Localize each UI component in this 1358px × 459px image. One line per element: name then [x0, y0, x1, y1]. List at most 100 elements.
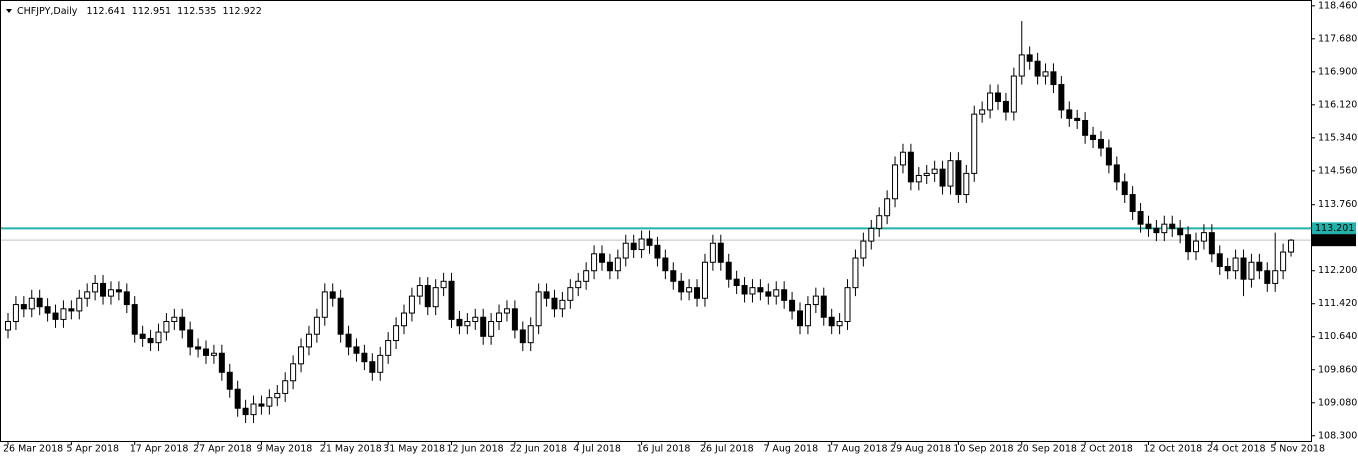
- candle-body: [274, 392, 281, 399]
- candle-body: [480, 316, 487, 337]
- x-tick-label: 5 Nov 2018: [1270, 444, 1325, 455]
- candle-body: [860, 240, 867, 259]
- menu-arrow[interactable]: [6, 9, 12, 13]
- x-tick-label: 24 Oct 2018: [1207, 444, 1266, 455]
- x-tick-label: 27 Apr 2018: [193, 444, 252, 455]
- candle-body: [5, 321, 11, 331]
- candle-body: [686, 287, 693, 293]
- candle-body: [472, 316, 479, 323]
- x-tick-label: 4 Jul 2018: [573, 444, 621, 455]
- candle-body: [828, 316, 835, 327]
- candle-body: [60, 308, 67, 320]
- candle-body: [115, 289, 122, 293]
- candle-body: [258, 403, 265, 407]
- candle-body: [995, 92, 1001, 102]
- candle-body: [1002, 100, 1009, 113]
- symbol: CHFJPY,Daily: [17, 6, 78, 17]
- candle-body: [955, 160, 962, 196]
- candle-body: [876, 215, 883, 229]
- candle-body: [377, 354, 384, 373]
- candle-body: [987, 92, 994, 111]
- candle-body: [1082, 119, 1089, 136]
- candle-body: [519, 329, 526, 344]
- level-label-box: [1312, 222, 1356, 235]
- candle-body: [733, 278, 740, 287]
- candle-body: [353, 346, 360, 354]
- candle-body: [456, 318, 463, 327]
- candle-body: [757, 287, 764, 293]
- candle-body: [1272, 270, 1279, 284]
- candle-body: [424, 285, 431, 308]
- candle-body: [1216, 253, 1223, 267]
- candle-body: [670, 270, 677, 282]
- y-tick-label: 116.900: [1318, 66, 1357, 77]
- x-tick-label: 2 Oct 2018: [1080, 444, 1133, 455]
- level-label: 113.201: [1315, 223, 1354, 234]
- candle-body: [630, 242, 637, 251]
- candle-body: [1185, 234, 1192, 253]
- candle-body: [599, 253, 605, 263]
- candle-body: [100, 282, 107, 297]
- candle-body: [226, 371, 233, 390]
- candle-body: [416, 285, 423, 297]
- candle-body: [218, 352, 225, 373]
- candle-body: [313, 316, 320, 335]
- candle-body: [741, 285, 748, 295]
- candle-body: [163, 321, 170, 333]
- x-tick-label: 22 Jun 2018: [510, 444, 567, 455]
- candle-body: [614, 257, 621, 272]
- candle-body: [1058, 84, 1065, 111]
- open-value: 112.641: [86, 6, 125, 17]
- candle-body: [1153, 227, 1160, 234]
- x-tick-label: 20 Sep 2018: [1017, 444, 1077, 455]
- x-tick-label: 26 Jul 2018: [700, 444, 754, 455]
- candle-body: [527, 325, 534, 344]
- candle-body: [12, 304, 19, 323]
- candle-body: [155, 331, 162, 344]
- candle-body: [361, 352, 368, 363]
- candle-body: [725, 261, 732, 280]
- candle-body: [266, 397, 273, 407]
- candle-body: [884, 198, 891, 217]
- candle-body: [369, 361, 376, 373]
- candle-body: [440, 280, 447, 289]
- x-tick-label: 12 Jun 2018: [447, 444, 504, 455]
- y-tick-label: 114.560: [1318, 165, 1357, 176]
- x-tick-label: 10 Sep 2018: [953, 444, 1013, 455]
- candle-body: [345, 333, 352, 348]
- x-tick-label: 16 Jul 2018: [637, 444, 691, 455]
- candle-body: [68, 308, 75, 312]
- candle-body: [567, 287, 574, 301]
- candle-body: [868, 227, 875, 242]
- y-tick-label: 112.200: [1318, 265, 1357, 276]
- candle-body: [329, 291, 336, 299]
- x-tick-label: 5 Apr 2018: [66, 444, 119, 455]
- candle-body: [1018, 54, 1025, 77]
- candle-body: [551, 297, 558, 310]
- candle-body: [147, 337, 154, 344]
- candle-body: [899, 151, 906, 166]
- high-value: 112.951: [132, 6, 171, 17]
- candle-body: [559, 299, 566, 310]
- y-tick-label: 115.340: [1318, 132, 1357, 143]
- candle-body: [1137, 210, 1144, 225]
- candle-body: [1050, 71, 1057, 86]
- chart-header: CHFJPY,Daily 112.641 112.951 112.535 112…: [17, 6, 262, 17]
- x-tick-label: 12 Oct 2018: [1143, 444, 1202, 455]
- candle-body: [654, 244, 661, 259]
- y-tick-label: 111.420: [1318, 298, 1357, 309]
- candle-body: [1193, 240, 1199, 253]
- candle-body: [76, 297, 83, 312]
- candle-body: [1288, 239, 1295, 253]
- candle-body: [963, 172, 970, 196]
- candle-body: [606, 261, 613, 272]
- candle-body: [1248, 261, 1255, 280]
- candle-body: [250, 403, 257, 416]
- candle-body: [123, 291, 130, 306]
- y-tick-label: 117.680: [1318, 33, 1357, 44]
- candle-body: [84, 291, 91, 299]
- candle-body: [321, 291, 328, 318]
- candle-body: [804, 304, 811, 327]
- x-tick-label: 29 Aug 2018: [890, 444, 951, 455]
